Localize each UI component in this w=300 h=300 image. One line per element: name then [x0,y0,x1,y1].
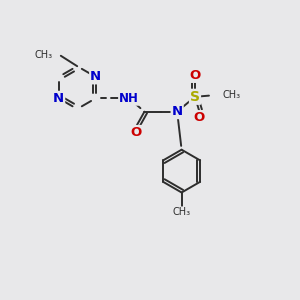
Text: O: O [189,69,201,82]
Text: CH₃: CH₃ [172,207,191,218]
Text: N: N [90,70,101,83]
Text: O: O [194,111,205,124]
Text: O: O [130,126,142,139]
Text: CH₃: CH₃ [222,90,241,100]
Text: S: S [190,90,200,104]
Text: N: N [172,105,183,118]
Text: N: N [53,92,64,105]
Text: CH₃: CH₃ [34,50,52,60]
Text: NH: NH [119,92,139,105]
